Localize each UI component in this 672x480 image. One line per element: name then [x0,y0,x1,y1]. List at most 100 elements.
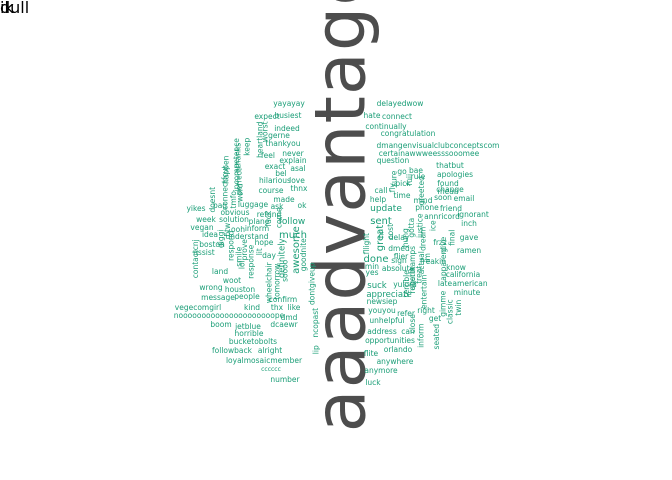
word: orlando [383,345,413,355]
word: alright [257,346,283,356]
word: classic [445,299,455,325]
word: minute [453,288,481,298]
word: gave [459,233,479,243]
word: soooo [280,259,290,283]
word: understand [225,232,269,242]
word: yikes [186,204,206,214]
word: kind [244,303,260,313]
word: go [397,167,407,177]
word: im [423,253,433,263]
word: houston [224,285,256,295]
word: apologies [437,170,473,180]
word: vegan [190,223,214,233]
word: help [369,195,387,205]
word: yes [365,268,379,278]
word: thx [270,303,284,313]
word: lol [237,260,247,270]
word: friend [440,204,462,214]
word: come [274,207,284,229]
word: ncopast [311,308,321,338]
word: fllight [362,233,372,255]
word: youyou [368,306,396,316]
word: lip [311,345,321,355]
word: pick [395,179,411,189]
word: never [282,149,304,159]
word: horrible [234,329,264,339]
word: like [287,303,301,313]
word: number [270,375,300,385]
word: ice [428,220,438,232]
word: dcaewr [270,320,298,330]
word: refer [397,309,415,319]
word: assist [193,248,215,258]
word: thankyou [265,139,301,149]
word: flier [393,252,409,262]
word: anymore [364,366,398,376]
word: delayedwow [376,99,424,109]
word: connect [382,112,412,122]
word: continually [365,122,407,132]
word: respond [226,230,236,262]
word: expect [254,112,280,122]
word: soon [434,193,452,203]
word: sign [391,256,407,266]
word: ignorant [457,210,489,220]
word: keep [242,137,252,157]
word: contactcnj [191,239,201,279]
word: mean [437,187,459,197]
word: message [201,293,235,303]
word: thatbut [436,161,464,171]
word: people [234,292,260,302]
word: land [211,267,229,277]
word: unhelpful [369,316,405,326]
word: know [446,263,466,273]
word: tmfo [229,191,239,209]
word: rule [410,172,426,182]
word: flite [363,349,379,359]
word: min [364,262,380,272]
word: asal [290,164,306,174]
word: suck [367,280,387,291]
word: inform [244,224,270,234]
word: cost [386,224,396,240]
word: congratulation [380,129,436,139]
word: followback [212,346,252,356]
word: change [436,185,464,195]
word: response [246,244,256,280]
word: robertkamps [408,246,418,294]
word: sure [389,170,399,188]
word: refund [256,210,282,220]
word: absolute [381,264,415,274]
word: seated [432,324,442,350]
word: feel [261,151,275,161]
word: ask [270,202,284,212]
word: anywhere [376,357,414,367]
word: california [445,270,481,280]
word: gerne [268,131,290,141]
word: plane [248,217,270,227]
word: dull [0,0,30,17]
word: hope [254,238,274,248]
word: dmd [280,313,298,323]
word: lit [255,248,265,256]
word: mind [413,196,433,206]
word: course [258,186,284,196]
word: bae [409,166,423,176]
word: confirm [268,295,298,305]
word: thnx [290,184,308,194]
word: time [393,191,411,201]
word: doesnt [208,187,218,213]
word: greeted [417,176,427,206]
word: apparent [439,247,449,281]
word: indeed [274,124,300,134]
word: yayayay [273,99,305,109]
word: can [401,327,415,337]
word: busiest [274,111,302,121]
word: exact [264,162,286,172]
word: much [279,230,307,241]
word: found [437,179,459,189]
word: obvious [220,208,250,218]
word: question [376,156,410,166]
word: appreciate [366,289,412,300]
